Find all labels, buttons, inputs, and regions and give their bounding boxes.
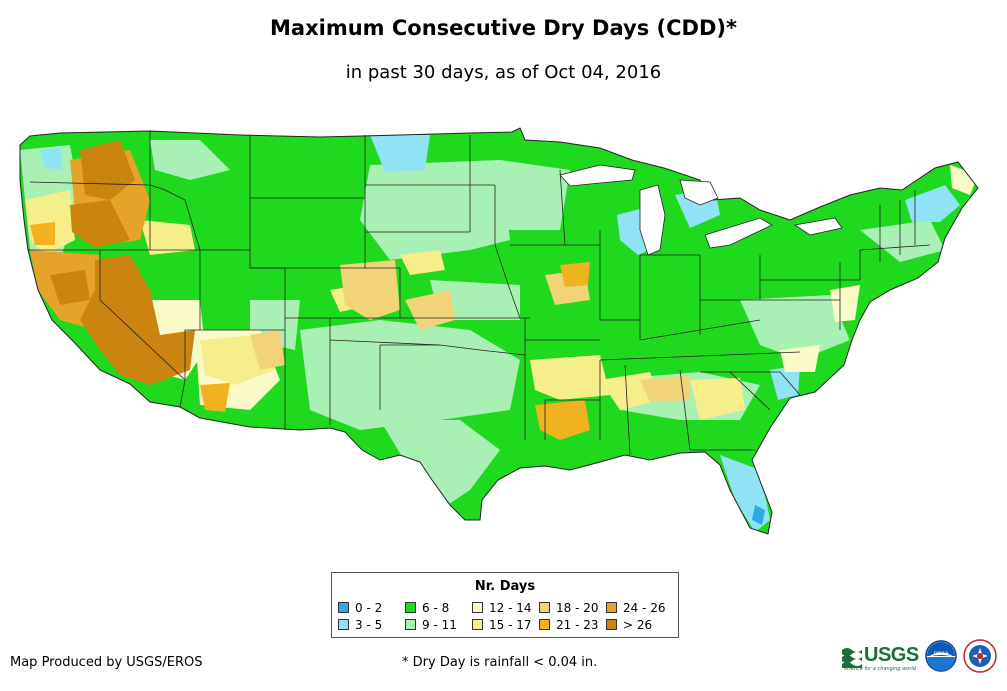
legend-item: 21 - 23 [539,619,599,631]
legend-label: > 26 [623,618,653,632]
cdd-map [19,127,979,535]
legend-label: 3 - 5 [355,618,383,632]
legend-item: 12 - 14 [472,602,532,614]
legend-swatch [338,602,349,613]
usgs-logo: USGS science for a changing world [842,640,920,674]
map-legend: Nr. Days 0 - 2 3 - 5 6 - 8 9 - 11 12 - 1… [331,572,679,638]
legend-label: 21 - 23 [556,618,599,632]
legend-item: 9 - 11 [405,619,457,631]
map-title: Maximum Consecutive Dry Days (CDD)* [270,16,737,40]
great-lakes [559,164,843,256]
legend-title: Nr. Days [474,579,536,594]
legend-label: 15 - 17 [489,618,532,632]
legend-label: 0 - 2 [355,601,383,615]
usgs-wave-icon [842,648,862,668]
legend-item: 6 - 8 [405,602,449,614]
legend-item: 24 - 26 [606,602,666,614]
map-credit: Map Produced by USGS/EROS [10,655,203,670]
legend-label: 9 - 11 [422,618,457,632]
legend-item: 18 - 20 [539,602,599,614]
legend-swatch [539,602,550,613]
legend-label: 18 - 20 [556,601,599,615]
legend-item: 3 - 5 [338,619,382,631]
usgs-wordmark: USGS [864,644,919,666]
state-boundaries [28,131,931,456]
legend-swatch [539,619,550,630]
legend-item: 15 - 17 [472,619,532,631]
legend-label: 24 - 26 [623,601,666,615]
legend-item: > 26 [606,619,652,631]
usgs-tagline: science for a changing world [844,666,916,672]
legend-swatch [405,619,416,630]
legend-swatch [338,619,349,630]
legend-swatch [472,602,483,613]
map-subtitle: in past 30 days, as of Oct 04, 2016 [345,62,662,83]
legend-swatch [606,619,617,630]
legend-swatch [472,619,483,630]
legend-label: 6 - 8 [422,601,450,615]
noaa-logo: noaa [925,640,957,672]
legend-label: 12 - 14 [489,601,532,615]
cdd-raster [20,128,978,534]
dry-day-footnote: * Dry Day is rainfall < 0.04 in. [402,655,598,670]
noaa-text: noaa [934,650,949,657]
nws-logo [963,639,997,673]
legend-swatch [606,602,617,613]
legend-item: 0 - 2 [338,602,382,614]
legend-swatch [405,602,416,613]
